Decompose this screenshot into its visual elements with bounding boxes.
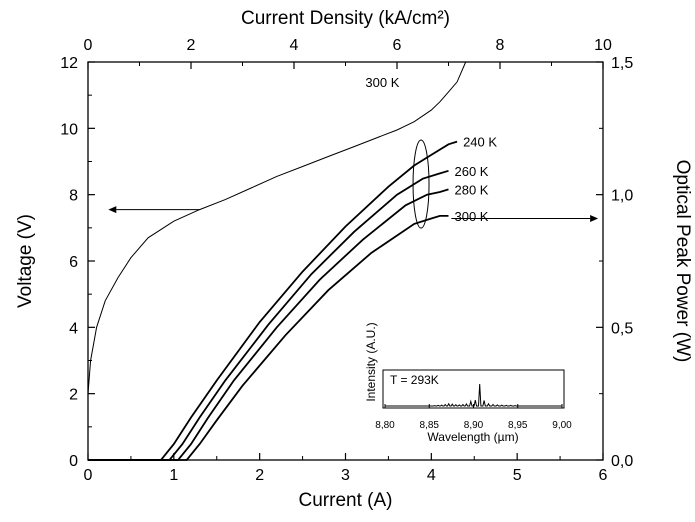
inset-x-tick-label: 8,85 [420, 420, 440, 431]
bottom-tick-label: 3 [341, 467, 350, 484]
inset-x-tick-label: 8,80 [375, 420, 395, 431]
right-tick-label: 1,5 [611, 55, 633, 72]
right-tick-label: 0,0 [611, 453, 633, 470]
power-curve-240k [88, 140, 458, 461]
bottom-tick-label: 4 [427, 467, 436, 484]
left-tick-label: 10 [60, 121, 78, 138]
voltage-arrow-head [108, 206, 117, 214]
top-tick-label: 4 [290, 37, 299, 54]
bottom-tick-label: 6 [599, 467, 608, 484]
right-tick-label: 1,0 [611, 188, 633, 205]
left-tick-label: 8 [69, 188, 78, 205]
inset-annotation: T = 293K [390, 373, 439, 387]
voltage-curve-label: 300 K [365, 75, 399, 90]
bottom-tick-label: 0 [84, 467, 93, 484]
inset-x-tick-label: 8,90 [464, 420, 484, 431]
power-curve-label: 240 K [463, 135, 497, 150]
plot-frame [87, 61, 604, 461]
inset-y-label: Intensity (A.U.) [364, 322, 378, 401]
right-axis-title: Optical Peak Power (W) [672, 160, 693, 363]
power-curve-label: 260 K [455, 164, 489, 179]
right-tick-label: 0,5 [611, 320, 633, 337]
top-tick-label: 8 [496, 37, 505, 54]
bottom-axis-title: Current (A) [299, 490, 393, 511]
left-tick-label: 12 [60, 55, 78, 72]
left-tick-label: 0 [69, 453, 78, 470]
top-tick-label: 10 [594, 37, 612, 54]
left-axis-title: Voltage (V) [15, 214, 36, 308]
top-tick-label: 2 [187, 37, 196, 54]
bottom-tick-label: 5 [513, 467, 522, 484]
bottom-tick-label: 1 [169, 467, 178, 484]
top-tick-label: 6 [393, 37, 402, 54]
bottom-tick-label: 2 [255, 467, 264, 484]
left-tick-label: 6 [69, 254, 78, 271]
power-curve-260k [88, 169, 449, 461]
voltage-curve-300k [87, 61, 467, 394]
power-curve-label: 280 K [455, 182, 489, 197]
top-axis-title: Current Density (kA/cm²) [241, 8, 450, 29]
left-tick-label: 4 [69, 320, 78, 337]
inset-x-label: Wavelength (µm) [427, 430, 518, 444]
left-tick-label: 2 [69, 387, 78, 404]
inset-x-tick-label: 9,00 [552, 420, 572, 431]
power-curve-300k [88, 214, 449, 461]
inset-spectrum [385, 383, 562, 407]
curves-ellipse [412, 139, 430, 229]
inset-x-tick-label: 8,95 [508, 420, 528, 431]
power-arrow-head [590, 215, 599, 223]
top-tick-label: 0 [84, 37, 93, 54]
power-curve-label: 300 K [455, 209, 489, 224]
